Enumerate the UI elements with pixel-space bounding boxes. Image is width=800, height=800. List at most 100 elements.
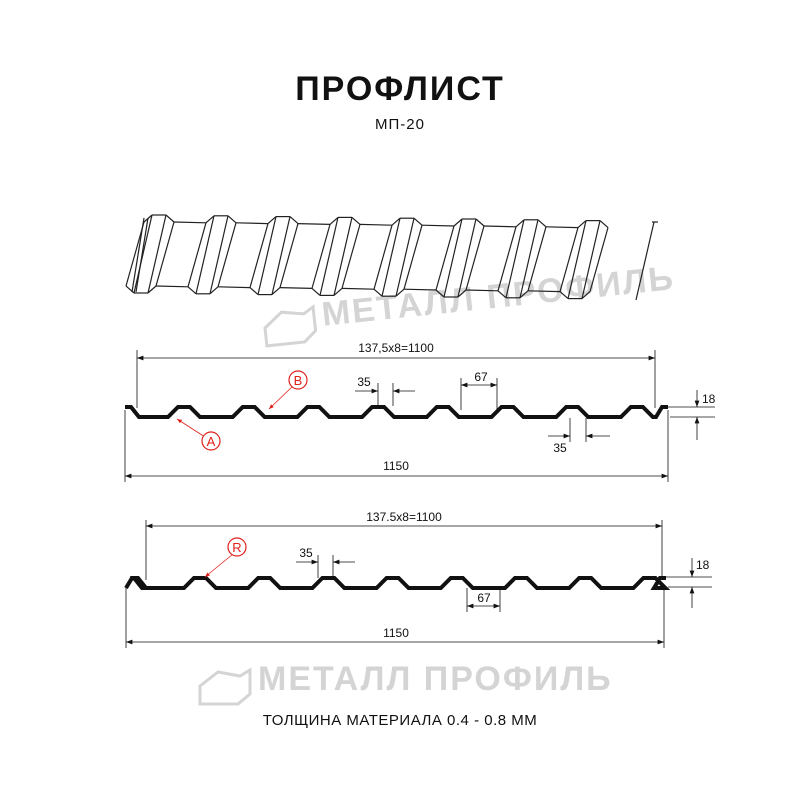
sheet-edge	[279, 287, 313, 289]
sheet-edge	[527, 226, 547, 291]
watermark-text: МЕТАЛЛ ПРОФИЛЬ	[258, 660, 613, 698]
rib-pitch-dimension: 67	[474, 370, 488, 384]
sheet-perspective-view	[125, 214, 658, 301]
sheet-edge	[195, 215, 215, 294]
pitch-dimension: 137,5x8=1100	[358, 341, 434, 355]
sheet-edge	[403, 225, 423, 290]
callout-b-label: B	[294, 373, 303, 388]
sheet-edge	[249, 223, 269, 288]
sheet-edge	[165, 214, 175, 223]
sheet-edge	[443, 218, 463, 298]
sheet-edge	[559, 227, 579, 292]
sheet-edge	[391, 217, 401, 226]
sheet-edge	[475, 218, 485, 227]
sheet-edge	[403, 288, 437, 291]
sheet-edge	[483, 225, 517, 228]
profile-a: 137,5x8=1100 1150 35 67 35 18 A B	[124, 341, 716, 482]
sheet-edge	[599, 220, 609, 229]
sheet-edge	[319, 217, 339, 296]
sheet-edge	[125, 221, 145, 287]
sheet-edge	[311, 224, 331, 289]
sheet-edge	[133, 214, 153, 294]
sheet-edge	[333, 217, 353, 296]
material-thickness-note: ТОЛЩИНА МАТЕРИАЛА 0.4 - 0.8 ММ	[262, 712, 538, 729]
sheet-edge	[559, 291, 569, 300]
callout-r-label: R	[232, 540, 241, 555]
sheet-edge	[271, 287, 281, 296]
sheet-edge	[519, 290, 529, 299]
sheet-edge	[577, 220, 587, 229]
sheet-edge	[567, 220, 587, 299]
sheet-edge	[359, 223, 393, 226]
sheet-edge	[125, 285, 135, 294]
sheet-edge	[173, 221, 207, 224]
sheet-edge	[135, 217, 149, 293]
sheet-edge	[235, 222, 269, 225]
sheet-edge	[131, 217, 145, 293]
sheet-edge	[545, 226, 579, 229]
sheet-edge	[249, 287, 259, 296]
sheet-edge	[187, 222, 207, 287]
sheet-edge	[527, 290, 561, 293]
height-dimension: 18	[702, 392, 716, 406]
sheet-edge	[519, 219, 539, 298]
width-dimension: 1150	[383, 459, 409, 473]
sheet-edge	[497, 226, 517, 291]
sheet-edge	[435, 289, 445, 298]
sheet-edge	[311, 287, 321, 296]
sheet-edge	[147, 214, 167, 294]
sheet-edge	[279, 223, 299, 288]
sheet-edge	[515, 219, 525, 228]
rib-bottom-dimension: 35	[553, 441, 567, 455]
sheet-edge	[333, 287, 343, 296]
watermark-logo-bottom: МЕТАЛЛ ПРОФИЛЬ	[198, 660, 613, 706]
sheet-edge	[267, 216, 277, 225]
sheet-edge	[457, 289, 467, 298]
sheet-edge	[209, 215, 229, 294]
sheet-edge	[147, 285, 157, 294]
sheet-edge	[435, 225, 455, 291]
sheet-edge	[271, 216, 291, 295]
sheet-edge	[421, 224, 455, 227]
callout-a-label: A	[207, 434, 216, 449]
sheet-edge	[351, 216, 361, 225]
sheet-edge	[297, 223, 331, 225]
sheet-edge	[217, 286, 251, 289]
sheet-edge	[395, 288, 405, 297]
sheet-edge	[635, 221, 655, 301]
sheet-edge	[505, 219, 525, 298]
sheet-edge	[457, 218, 477, 298]
sheet-edge	[581, 291, 591, 300]
sheet-edge	[227, 215, 237, 224]
page-title: ПРОФЛИСТ	[295, 70, 505, 108]
sheet-edge	[381, 218, 401, 297]
model-subtitle: МП-20	[375, 116, 425, 133]
profile-b-section	[124, 576, 671, 590]
pitch-dimension: 137.5x8=1100	[366, 510, 442, 524]
width-dimension: 1150	[383, 626, 409, 640]
rib-bottom-dimension: 67	[477, 591, 491, 605]
callout-b	[288, 370, 308, 390]
callout-a	[201, 431, 221, 451]
sheet-edge	[497, 290, 507, 299]
profile-a-section	[125, 405, 668, 419]
rib-top-dimension: 35	[357, 375, 371, 389]
sheet-edge	[395, 218, 415, 297]
sheet-edge	[589, 227, 609, 292]
sheet-edge	[257, 216, 277, 295]
sheet-edge	[465, 225, 485, 291]
height-dimension: 18	[696, 558, 710, 572]
callout-r	[227, 537, 247, 557]
sheet-edge	[537, 219, 547, 228]
sheet-edge	[209, 286, 219, 295]
sheet-edge	[341, 224, 361, 289]
sheet-edge	[187, 286, 197, 295]
sheet-edge	[581, 220, 601, 299]
rib-top-dimension: 35	[299, 546, 313, 560]
sheet-edge	[465, 289, 499, 292]
watermark-logo-top: МЕТАЛЛ ПРОФИЛЬ	[263, 259, 677, 348]
sheet-edge	[155, 285, 189, 288]
sheet-edge	[329, 216, 339, 225]
sheet-edge	[217, 222, 237, 287]
